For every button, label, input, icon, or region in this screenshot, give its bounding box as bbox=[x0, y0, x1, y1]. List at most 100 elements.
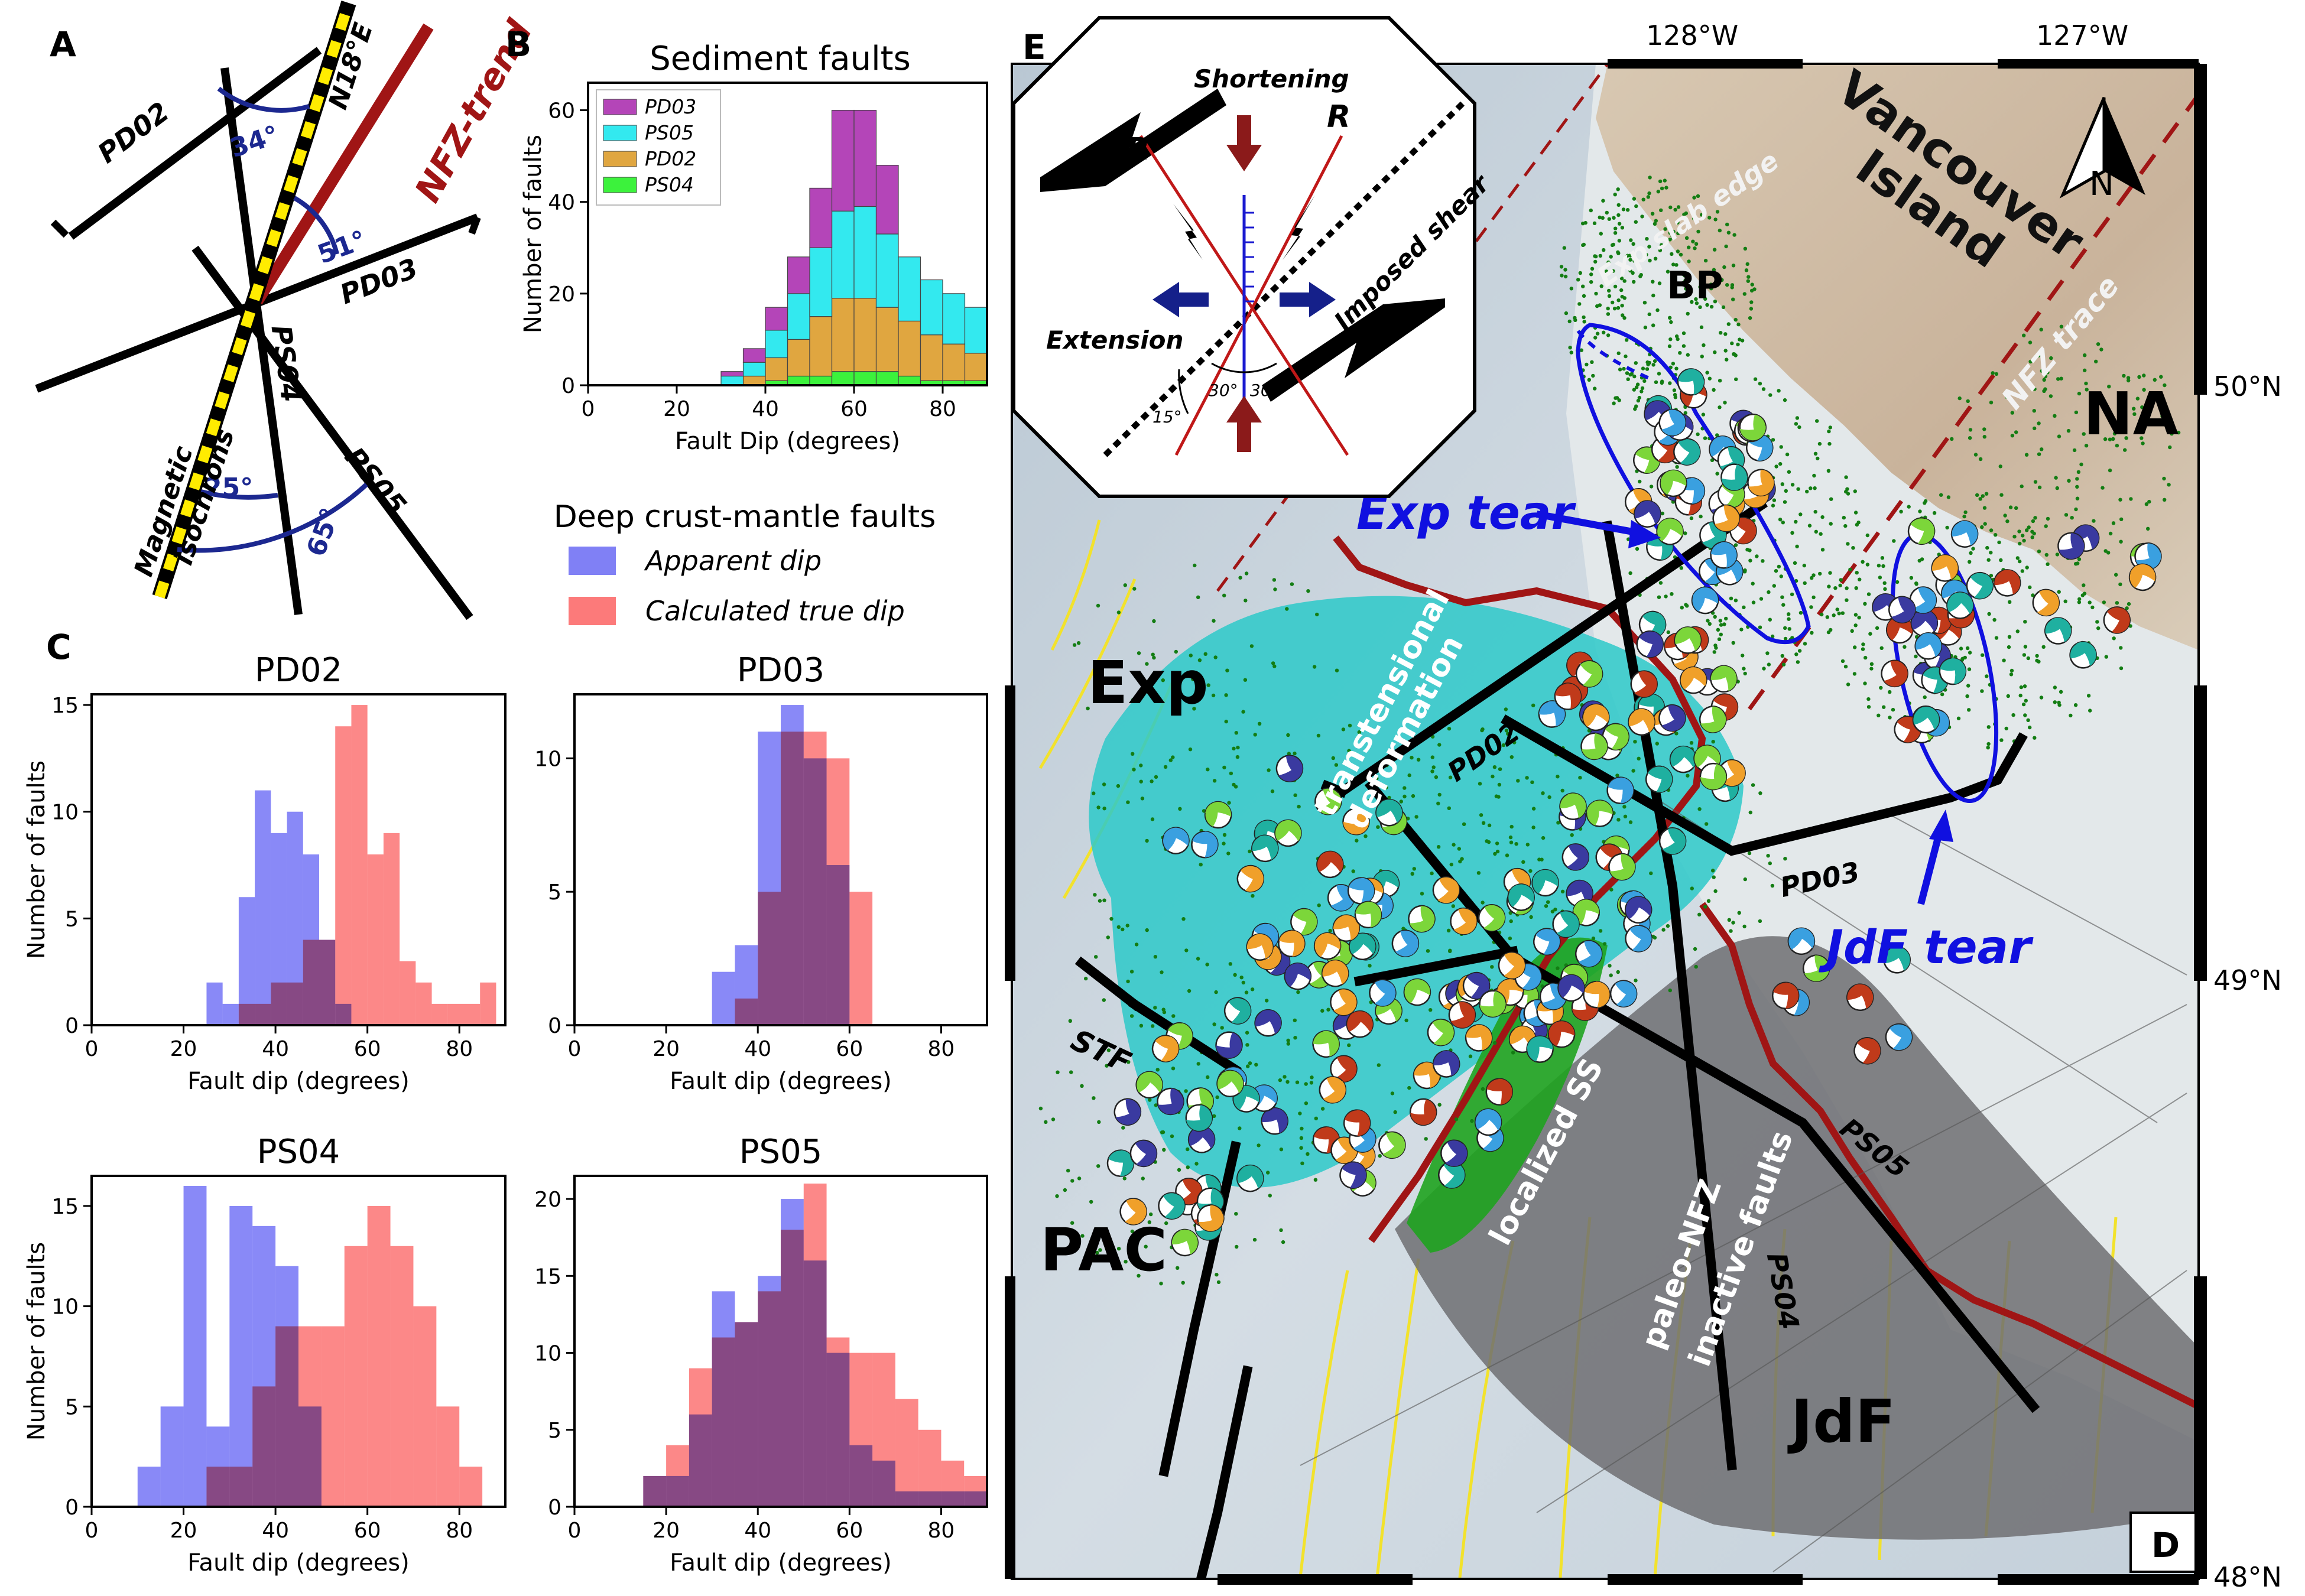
seismic-event-791 bbox=[2095, 620, 2099, 624]
seismic-event-973 bbox=[1978, 497, 1982, 501]
seismic-event-739 bbox=[1967, 708, 1971, 712]
beachball-quadrant-228 bbox=[1891, 597, 1916, 623]
ps05-xtick-label-1: 20 bbox=[652, 1519, 680, 1543]
seismic-event-77 bbox=[1582, 315, 1586, 320]
ps05-bar-true-1 bbox=[666, 1445, 689, 1507]
seismic-event-1045 bbox=[1649, 871, 1653, 876]
beachball-quadrant-21 bbox=[1692, 587, 1718, 612]
ps04-ytick-label-0: 0 bbox=[65, 1496, 79, 1520]
beachball-151 bbox=[1448, 1001, 1476, 1029]
seismic-event-954 bbox=[2147, 499, 2151, 504]
seismic-event-278 bbox=[1659, 208, 1663, 212]
seismic-event-404 bbox=[1843, 524, 1848, 528]
sediment-bar-pd02-3 bbox=[787, 339, 810, 377]
seismic-event-1414 bbox=[1216, 1280, 1221, 1285]
beachball-quadrant-154 bbox=[1322, 960, 1349, 985]
seismic-event-609 bbox=[1968, 560, 1972, 564]
seismic-event-957 bbox=[2096, 342, 2101, 346]
beachball-147 bbox=[1474, 1108, 1502, 1136]
seismic-event-554 bbox=[1649, 485, 1654, 489]
seismic-event-1194 bbox=[1496, 795, 1501, 799]
beachball-143 bbox=[1465, 1024, 1493, 1052]
seismic-event-67 bbox=[1640, 214, 1644, 219]
seismic-event-337 bbox=[1846, 542, 1850, 546]
seismic-event-1486 bbox=[1235, 1244, 1239, 1249]
seismic-event-1427 bbox=[1080, 1234, 1085, 1238]
sediment-bar-ps04-7 bbox=[875, 371, 899, 386]
seismic-event-922 bbox=[1982, 427, 1986, 431]
seismic-event-970 bbox=[2141, 416, 2145, 421]
seismic-event-707 bbox=[1839, 578, 1843, 582]
beachball-quadrant-50 bbox=[1884, 661, 1908, 687]
seismic-event-871 bbox=[1968, 428, 1973, 432]
beachball-155 bbox=[1312, 1030, 1340, 1058]
seismic-event-252 bbox=[1631, 271, 1635, 275]
seismic-event-1006 bbox=[1686, 773, 1690, 778]
seismic-event-399 bbox=[1819, 532, 1823, 536]
seismic-event-1533 bbox=[1272, 664, 1277, 668]
seismic-event-692 bbox=[2008, 600, 2012, 604]
seismic-event-1053 bbox=[1436, 845, 1441, 849]
seismic-event-645 bbox=[1895, 580, 1900, 584]
seismic-event-1055 bbox=[1602, 942, 1607, 946]
seismic-event-26 bbox=[1643, 326, 1648, 330]
seismic-event-1446 bbox=[1304, 1082, 1308, 1086]
seismic-event-509 bbox=[1781, 603, 1785, 607]
beachball-quadrant-219 bbox=[1479, 991, 1506, 1017]
seismic-event-194 bbox=[1725, 283, 1729, 287]
beachball-217 bbox=[1552, 910, 1580, 938]
seismic-event-1248 bbox=[1171, 1014, 1176, 1018]
seismic-event-652 bbox=[1963, 510, 1968, 515]
seismic-event-1391 bbox=[1470, 1119, 1474, 1123]
seismic-event-208 bbox=[1678, 351, 1682, 355]
seismic-event-581 bbox=[1909, 576, 1914, 580]
seismic-event-938 bbox=[2025, 528, 2029, 532]
beachball-215 bbox=[1507, 883, 1535, 911]
seismic-event-151 bbox=[1592, 221, 1597, 225]
seismic-event-443 bbox=[1779, 445, 1783, 449]
seismic-event-515 bbox=[1796, 660, 1800, 664]
beachball-225 bbox=[1931, 554, 1959, 582]
beachball-179 bbox=[1185, 1104, 1213, 1132]
seismic-event-530 bbox=[1813, 451, 1818, 456]
beachball-quadrant-261 bbox=[1773, 982, 1799, 1009]
seismic-event-1570 bbox=[1226, 851, 1231, 856]
seismic-event-1143 bbox=[1623, 814, 1628, 819]
seismic-event-640 bbox=[2090, 605, 2095, 610]
seismic-event-174 bbox=[1673, 282, 1678, 286]
seismic-event-214 bbox=[1573, 318, 1577, 322]
seismic-event-1380 bbox=[1314, 1116, 1318, 1121]
seismic-event-1364 bbox=[1150, 817, 1155, 821]
seismic-event-44 bbox=[1691, 239, 1695, 243]
seismic-event-1546 bbox=[1244, 599, 1248, 603]
seismic-event-1351 bbox=[1153, 955, 1158, 959]
beachball-quadrant-243 bbox=[1293, 909, 1317, 935]
seismic-event-1490 bbox=[1313, 1178, 1318, 1182]
seismic-event-965 bbox=[2037, 353, 2041, 357]
seismic-event-1044 bbox=[1431, 765, 1436, 769]
seismic-event-370 bbox=[1785, 452, 1790, 457]
seismic-event-1517 bbox=[1268, 1194, 1272, 1198]
seismic-event-921 bbox=[2089, 401, 2093, 405]
seismic-event-411 bbox=[1715, 433, 1719, 437]
seismic-event-1482 bbox=[1233, 973, 1237, 977]
seismic-event-384 bbox=[1813, 486, 1817, 490]
seismic-event-156 bbox=[1702, 343, 1706, 347]
seismic-event-1443 bbox=[1130, 1229, 1135, 1234]
beachball-quadrant-36 bbox=[1634, 500, 1661, 525]
seismic-event-1074 bbox=[1556, 821, 1560, 825]
seismic-event-719 bbox=[2086, 694, 2091, 698]
sediment-bar-pd02-7 bbox=[875, 307, 899, 372]
ps04-bar-true-5 bbox=[252, 1386, 276, 1507]
beachball-146 bbox=[1409, 1098, 1437, 1126]
sediment-xtick-label-0: 0 bbox=[582, 397, 595, 421]
beachball-quadrant-232 bbox=[2129, 564, 2156, 589]
seismic-event-955 bbox=[2111, 521, 2116, 525]
seismic-event-1411 bbox=[1066, 1168, 1070, 1173]
seismic-event-632 bbox=[2088, 600, 2092, 604]
seismic-event-1071 bbox=[1690, 886, 1694, 890]
inset-arc-15 bbox=[1178, 369, 1189, 414]
seismic-event-1556 bbox=[1096, 603, 1100, 608]
